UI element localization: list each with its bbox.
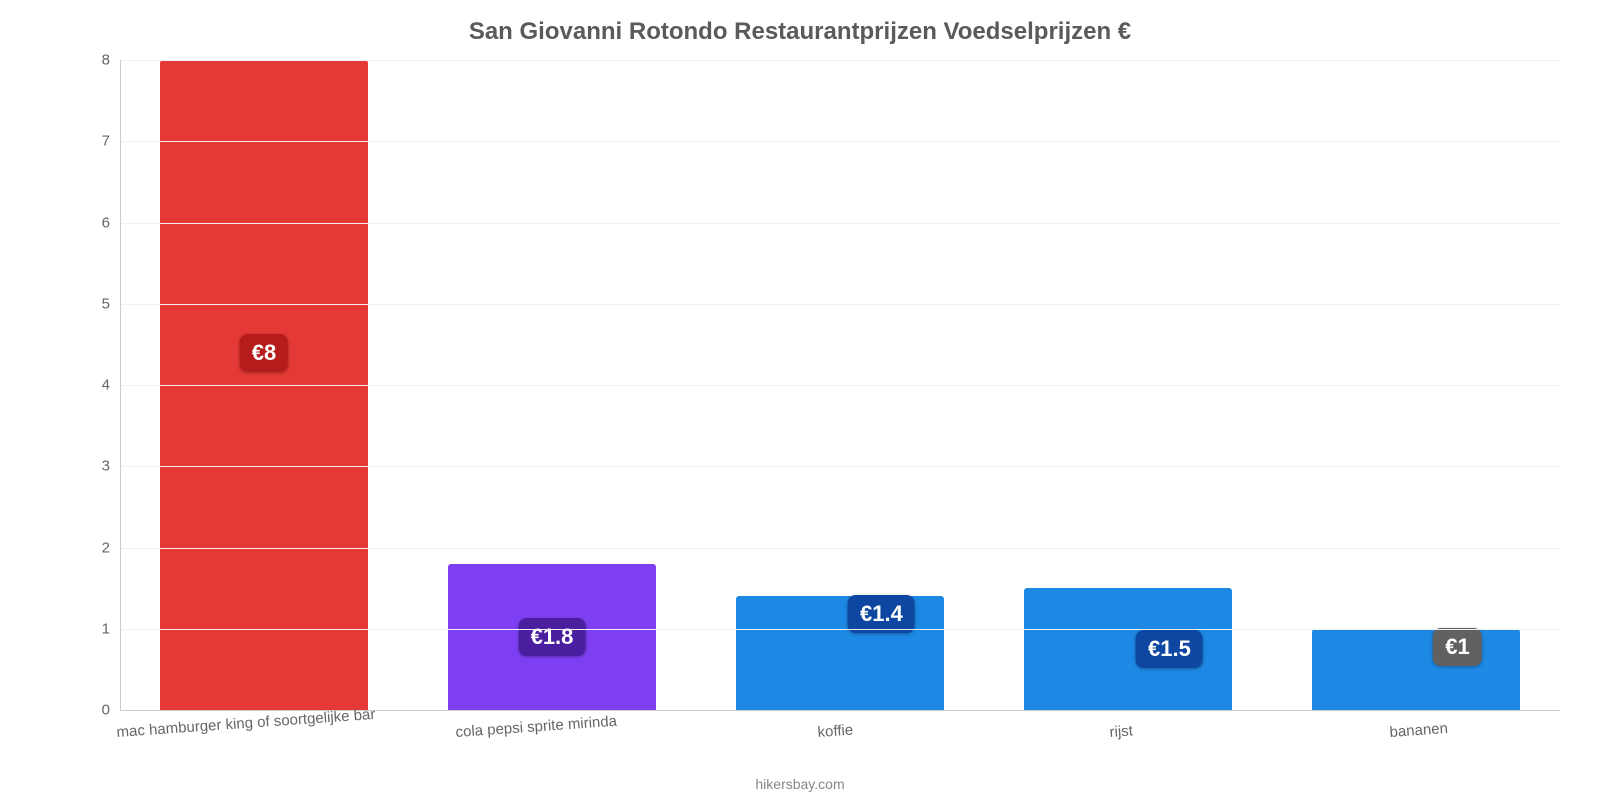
x-tick-label: rijst — [1109, 722, 1133, 741]
y-tick-label: 4 — [70, 377, 110, 394]
grid-line — [120, 548, 1560, 549]
value-badge: €1 — [1433, 628, 1481, 666]
grid-line — [120, 223, 1560, 224]
value-badge: €8 — [240, 334, 288, 372]
value-badge: €1.5 — [1136, 630, 1203, 668]
y-tick-label: 1 — [70, 620, 110, 637]
y-tick-label: 2 — [70, 539, 110, 556]
x-tick-label: bananen — [1389, 720, 1448, 741]
x-tick-label: koffie — [817, 722, 854, 741]
grid-line — [120, 304, 1560, 305]
grid-line — [120, 466, 1560, 467]
footer-credit: hikersbay.com — [0, 776, 1600, 792]
chart-container: San Giovanni Rotondo Restaurantprijzen V… — [0, 0, 1600, 800]
value-badge: €1.8 — [519, 618, 586, 656]
y-tick-label: 6 — [70, 214, 110, 231]
x-tick-label: mac hamburger king of soortgelijke bar — [116, 706, 376, 741]
bar — [1312, 629, 1519, 710]
y-tick-label: 7 — [70, 133, 110, 150]
y-tick-label: 5 — [70, 295, 110, 312]
y-tick-label: 0 — [70, 702, 110, 719]
grid-line — [120, 141, 1560, 142]
y-axis — [120, 60, 121, 710]
value-badge: €1.4 — [848, 595, 915, 633]
x-tick-label: cola pepsi sprite mirinda — [455, 713, 618, 741]
y-tick-label: 3 — [70, 458, 110, 475]
grid-line — [120, 60, 1560, 61]
plot-area: €8 €1.8 €1.4 €1.5 €1 — [120, 60, 1560, 710]
y-tick-label: 8 — [70, 52, 110, 69]
grid-line — [120, 629, 1560, 630]
chart-title: San Giovanni Rotondo Restaurantprijzen V… — [0, 18, 1600, 46]
grid-line — [120, 385, 1560, 386]
